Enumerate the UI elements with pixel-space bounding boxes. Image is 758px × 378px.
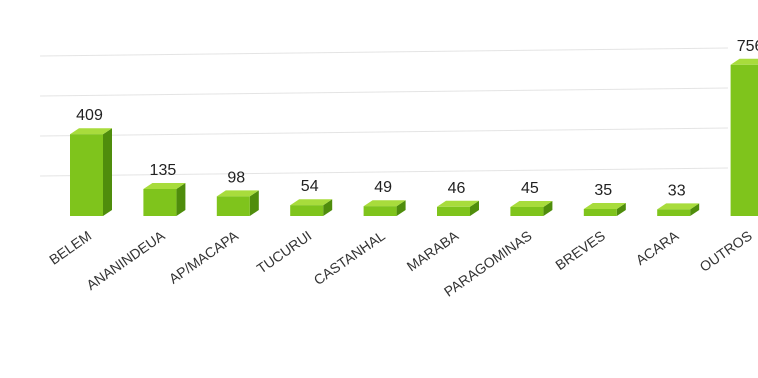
- grid-line: [39, 87, 729, 97]
- data-label: 135: [150, 162, 177, 179]
- category-label: TUCURUI: [254, 227, 315, 276]
- bar: [437, 200, 479, 216]
- data-labels: 409 135 98 54 49 46 45 35 33 756: [76, 38, 758, 200]
- bar-front: [437, 206, 470, 216]
- data-label: 756: [737, 38, 758, 55]
- bars: [70, 58, 758, 216]
- category-label: OUTROS: [697, 227, 755, 274]
- bar-top: [437, 200, 479, 207]
- data-label: 98: [227, 169, 245, 186]
- bar-side: [103, 128, 112, 216]
- data-label: 54: [301, 178, 319, 195]
- bar-top: [216, 190, 259, 197]
- bar: [657, 203, 700, 216]
- bar-top: [510, 201, 553, 207]
- bar: [216, 190, 259, 216]
- category-label: BELEM: [46, 227, 94, 267]
- bar-front: [657, 209, 691, 216]
- bar-side: [249, 190, 259, 216]
- bar: [290, 199, 333, 216]
- bar-side: [543, 201, 553, 216]
- bar-side: [396, 200, 406, 216]
- bar-top: [70, 128, 112, 135]
- grid-lines: [39, 47, 729, 177]
- category-label: AP/MACAPA: [166, 227, 242, 287]
- bar-side: [616, 203, 626, 216]
- category-label: MARABA: [404, 227, 462, 274]
- bar: [730, 58, 758, 216]
- bar-front: [730, 64, 758, 216]
- bar: [70, 128, 112, 216]
- bar-front: [290, 205, 324, 216]
- grid-line: [39, 167, 729, 177]
- bar-front: [510, 207, 544, 216]
- grid-line: [39, 47, 729, 57]
- bar-side: [176, 183, 186, 216]
- bar-top: [143, 183, 186, 189]
- bar-front: [216, 196, 250, 216]
- bar-front: [70, 134, 103, 216]
- bar: [583, 203, 626, 216]
- bar: [143, 183, 186, 216]
- bar-top: [583, 203, 626, 209]
- bar: [363, 200, 406, 216]
- data-label: 49: [374, 179, 392, 196]
- data-label: 409: [76, 107, 103, 124]
- bar-top: [730, 58, 758, 65]
- bar-side: [323, 199, 333, 216]
- category-label: BREVES: [552, 227, 608, 273]
- bar-top: [290, 199, 333, 206]
- bar-front: [143, 189, 177, 216]
- bar: [510, 201, 553, 216]
- category-label: CASTANHAL: [311, 227, 388, 288]
- data-label: 35: [594, 182, 612, 199]
- bar-top: [657, 203, 700, 210]
- bar-top: [363, 200, 406, 207]
- bar-side: [470, 200, 479, 216]
- bar-front: [363, 206, 397, 216]
- grid-line: [39, 127, 729, 137]
- bar-side: [690, 203, 700, 216]
- data-label: 46: [448, 180, 466, 197]
- bar-front: [583, 209, 617, 216]
- category-label: ACARA: [633, 227, 682, 268]
- data-label: 33: [668, 182, 686, 199]
- category-label: ANANINDEUA: [83, 227, 168, 293]
- data-label: 45: [521, 180, 539, 197]
